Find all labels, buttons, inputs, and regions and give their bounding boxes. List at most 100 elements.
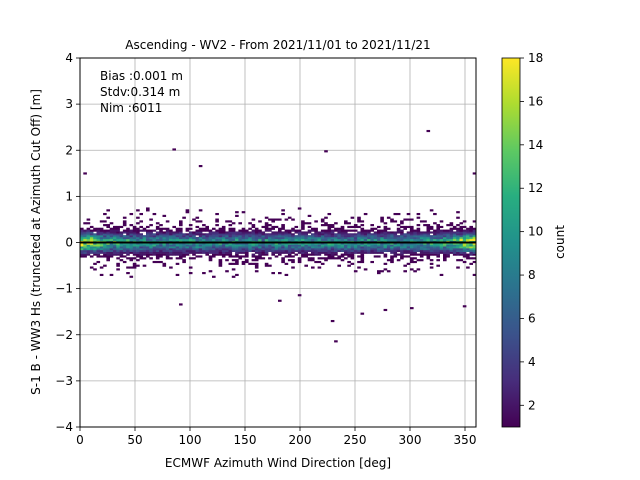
heatmap-cell [119, 244, 124, 247]
heatmap-cell [373, 238, 378, 241]
heatmap-cell [443, 242, 447, 245]
heatmap-cell [179, 224, 183, 227]
heatmap-cell [446, 244, 450, 247]
heatmap-cell [162, 214, 167, 217]
heatmap-cell [198, 248, 203, 251]
heatmap-cell [235, 262, 239, 265]
heatmap-cell [413, 260, 417, 264]
heatmap-cell [172, 251, 176, 254]
heatmap-cell [472, 220, 476, 223]
heatmap-cell [307, 242, 312, 245]
heatmap-cell [307, 238, 312, 241]
heatmap-cell [416, 212, 421, 216]
heatmap-cell [307, 246, 312, 249]
heatmap-cell [241, 242, 246, 245]
heatmap-cell [122, 248, 127, 251]
heatmap-cell [344, 251, 348, 254]
heatmap-cell [86, 238, 91, 241]
heatmap-cell [215, 224, 219, 227]
heatmap-cell [291, 242, 295, 245]
heatmap-cell [80, 229, 84, 232]
heatmap-cell [218, 242, 223, 245]
heatmap-cell [307, 214, 312, 217]
heatmap-cell [159, 238, 163, 241]
heatmap-cell [208, 242, 213, 245]
heatmap-cell [254, 257, 259, 260]
heatmap-cell [109, 273, 114, 277]
heatmap-cell [297, 238, 302, 241]
heatmap-cell [416, 224, 421, 227]
heatmap-cell [324, 238, 328, 241]
heatmap-cell [185, 235, 190, 238]
heatmap-cell [472, 251, 476, 254]
heatmap-cell [241, 238, 246, 241]
heatmap-cell [426, 233, 431, 236]
heatmap-cell [221, 235, 226, 238]
heatmap-cell [396, 253, 401, 256]
heatmap-cell [139, 212, 143, 216]
heatmap-cell [192, 236, 196, 240]
heatmap-cell [297, 242, 302, 245]
heatmap-cell [254, 236, 259, 240]
heatmap-cell [99, 236, 104, 240]
heatmap-cell [291, 260, 295, 264]
heatmap-cell [410, 238, 414, 241]
heatmap-cell [136, 236, 140, 240]
x-tick-label: 350 [454, 433, 477, 447]
heatmap-cell [202, 249, 206, 253]
heatmap-cell [324, 253, 328, 256]
heatmap-cell [96, 233, 101, 236]
heatmap-cell [119, 225, 124, 229]
heatmap-cell [83, 255, 87, 258]
heatmap-cell [367, 251, 371, 254]
heatmap-cell [169, 231, 173, 234]
heatmap-cell [188, 246, 193, 249]
heatmap-cell [400, 220, 404, 223]
heatmap-cell [182, 242, 186, 245]
heatmap-cell [377, 255, 381, 258]
heatmap-cell [297, 236, 302, 240]
heatmap-cell [271, 218, 275, 221]
heatmap-cell [195, 251, 200, 254]
heatmap-cell [192, 253, 196, 256]
heatmap-cell [370, 227, 374, 230]
heatmap-cell [320, 224, 325, 227]
heatmap-cell [80, 233, 84, 236]
heatmap-cell [363, 212, 368, 216]
heatmap-cell [205, 246, 209, 249]
heatmap-cell [126, 244, 130, 247]
heatmap-cell [360, 235, 365, 238]
heatmap-cell [347, 242, 351, 245]
heatmap-cell [344, 249, 348, 253]
heatmap-cell [274, 244, 279, 247]
heatmap-cell [291, 227, 295, 230]
heatmap-cell [225, 248, 229, 251]
heatmap-cell [116, 231, 120, 234]
heatmap-cell [136, 264, 140, 267]
heatmap-cell [281, 238, 285, 241]
heatmap-cell [218, 253, 223, 256]
heatmap-cell [228, 220, 233, 223]
heatmap-cell [439, 242, 444, 245]
heatmap-cell [360, 236, 365, 240]
heatmap-cell [175, 231, 180, 234]
heatmap-outlier-cell [383, 308, 388, 312]
heatmap-cell [350, 233, 355, 236]
heatmap-cell [254, 262, 259, 265]
heatmap-cell [462, 231, 467, 234]
heatmap-cell [80, 251, 84, 254]
heatmap-cell [235, 244, 239, 247]
heatmap-cell [245, 244, 249, 247]
heatmap-cell [304, 251, 308, 254]
heatmap-cell [198, 231, 203, 234]
heatmap-cell [294, 231, 299, 234]
heatmap-cell [165, 242, 170, 245]
heatmap-cell [287, 235, 292, 238]
heatmap-cell [119, 233, 124, 236]
heatmap-cell [383, 253, 388, 256]
heatmap-cell [126, 248, 130, 251]
heatmap-cell [149, 248, 153, 251]
heatmap-cell [281, 251, 285, 254]
heatmap-cell [258, 220, 262, 223]
heatmap-cell [304, 231, 308, 234]
